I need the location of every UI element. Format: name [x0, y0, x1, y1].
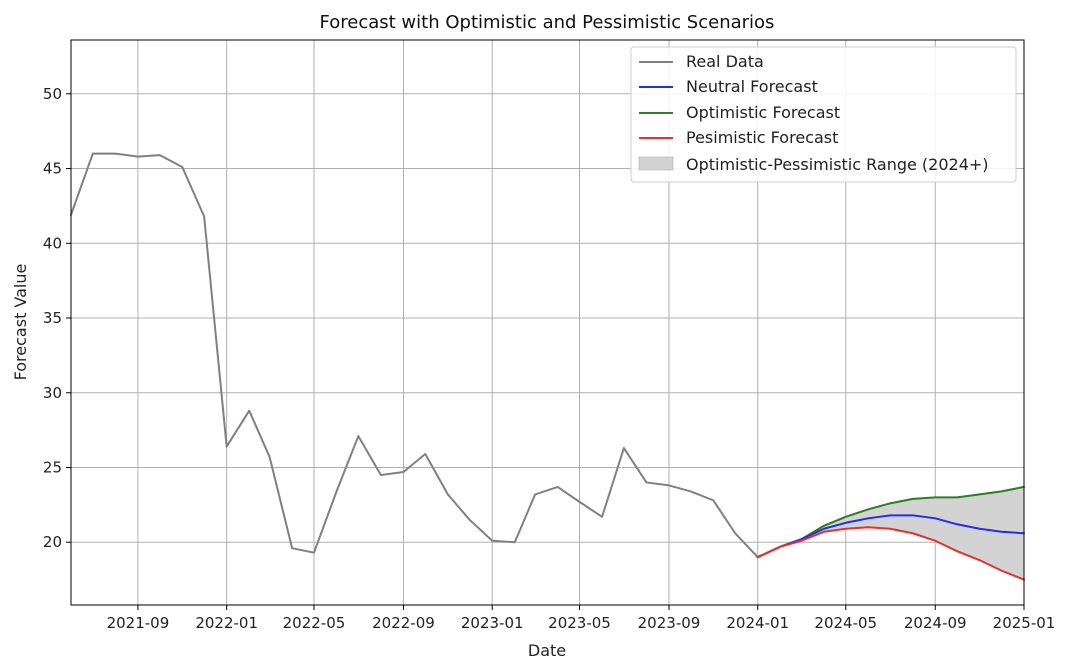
x-tick-label: 2023-09: [638, 614, 701, 632]
plot-frame: [70, 39, 1025, 606]
y-tick-label: 20: [43, 533, 62, 551]
chart-title: Forecast with Optimistic and Pessimistic…: [320, 12, 775, 33]
x-tick-label: 2022-09: [372, 614, 435, 632]
series-line-pessimistic: [756, 526, 1025, 581]
x-tick-label: 2024-05: [814, 614, 877, 632]
legend-label-real-data: Real Data: [686, 52, 764, 71]
y-axis-ticks: 20 25 30 35 40 45 50: [43, 85, 71, 551]
x-tick-label: 2021-09: [107, 614, 170, 632]
legend-label-range: Optimistic-Pessimistic Range (2024+): [686, 155, 989, 174]
y-tick-label: 35: [43, 309, 62, 327]
legend-label-pessimistic-forecast: Pesimistic Forecast: [686, 128, 838, 147]
x-axis-label: Date: [528, 641, 566, 660]
x-tick-label: 2022-05: [283, 614, 346, 632]
x-tick-label: 2022-01: [195, 614, 258, 632]
legend-swatch-range: [638, 156, 674, 171]
y-tick-label: 45: [43, 160, 62, 178]
y-tick-label: 25: [43, 458, 62, 476]
series-layer: [70, 152, 1025, 581]
y-axis-label: Forecast Value: [11, 264, 30, 381]
x-tick-label: 2023-05: [548, 614, 611, 632]
x-tick-label: 2023-01: [461, 614, 524, 632]
series-line-real: [70, 152, 759, 559]
y-tick-label: 30: [43, 384, 62, 402]
y-tick-label: 40: [43, 234, 62, 252]
optimistic-pessimistic-range-band: [757, 486, 1025, 581]
x-tick-label: 2024-09: [904, 614, 967, 632]
x-tick-label: 2025-01: [993, 614, 1056, 632]
x-tick-label: 2024-01: [726, 614, 789, 632]
series-line-neutral: [756, 514, 1025, 559]
y-tick-label: 50: [43, 85, 62, 103]
legend-label-optimistic-forecast: Optimistic Forecast: [686, 103, 840, 122]
legend-label-neutral-forecast: Neutral Forecast: [686, 77, 818, 96]
range-band-layer: [757, 486, 1025, 581]
legend: Real Data Neutral Forecast Optimistic Fo…: [630, 46, 1017, 183]
legend-box: [630, 46, 1017, 183]
x-axis-ticks: 2021-09 2022-01 2022-05 2022-09 2023-01 2023-…: [107, 605, 1056, 632]
